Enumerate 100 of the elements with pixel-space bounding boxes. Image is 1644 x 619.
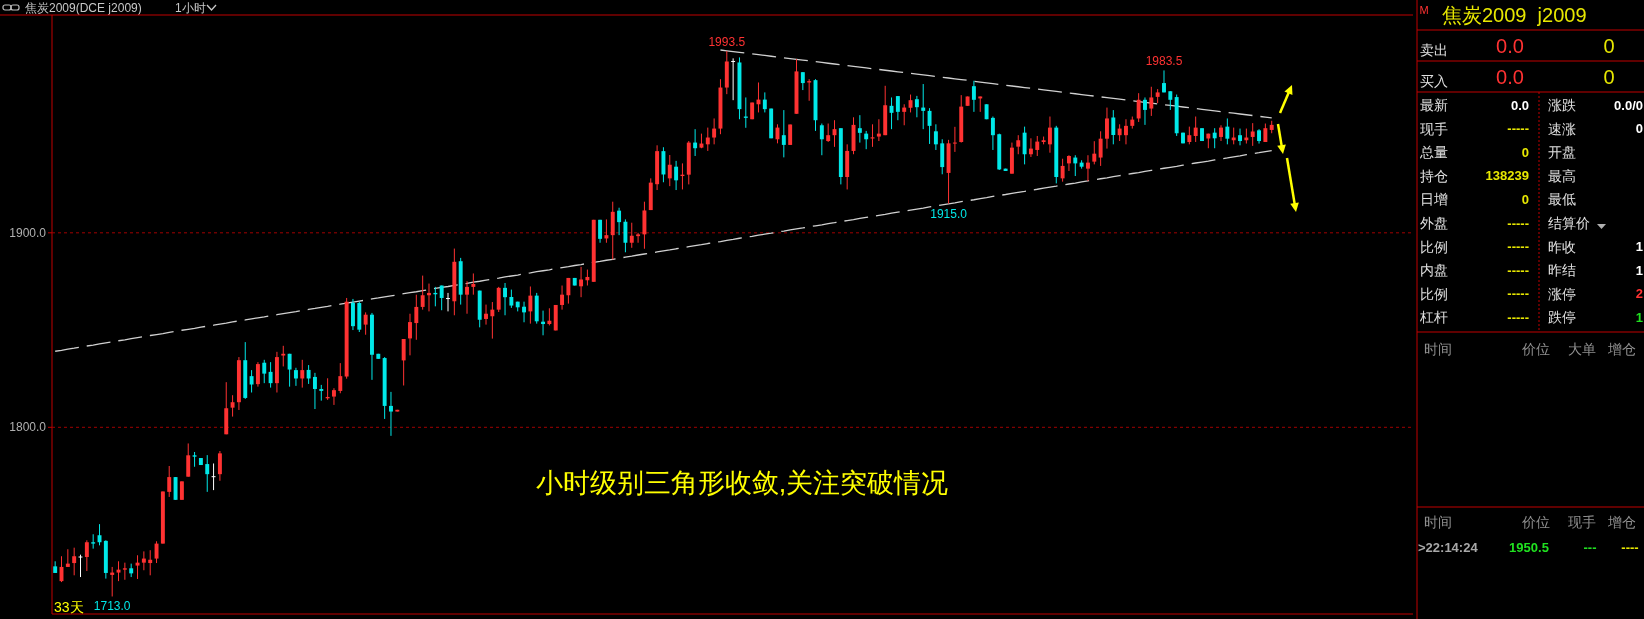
candlestick	[255, 361, 260, 388]
text: 时间	[1424, 341, 1452, 357]
candlestick	[952, 126, 957, 153]
candlestick	[1124, 118, 1128, 145]
candlestick	[490, 301, 495, 340]
candlestick	[211, 462, 217, 491]
candlestick	[1085, 154, 1090, 182]
candlestick	[306, 364, 311, 385]
candlestick	[268, 361, 273, 389]
text: 1	[1635, 262, 1643, 278]
candlestick	[933, 123, 938, 151]
text: 最低	[1548, 191, 1576, 208]
text: 结算价	[1548, 215, 1590, 231]
candlestick	[990, 116, 995, 151]
text: 0	[1521, 144, 1529, 160]
text: >22:14:24	[1418, 539, 1479, 555]
candlestick	[465, 280, 469, 315]
candlestick	[154, 540, 159, 564]
candlestick	[363, 311, 368, 336]
candlestick	[78, 554, 83, 578]
text: 速涨	[1548, 120, 1576, 137]
candlestick	[205, 454, 210, 493]
candlestick	[927, 107, 932, 145]
candlestick	[604, 218, 609, 244]
candlestick	[338, 362, 343, 394]
text: 现手	[1568, 514, 1596, 530]
candlestick	[1060, 158, 1065, 183]
text: 最高	[1548, 167, 1576, 184]
candlestick	[674, 160, 679, 191]
candlestick	[141, 550, 146, 571]
text: -----	[1507, 215, 1529, 231]
candlestick	[971, 80, 976, 113]
candlestick	[509, 289, 514, 309]
candlestick	[1111, 109, 1116, 145]
text: 内盘	[1420, 262, 1448, 279]
candlestick	[287, 353, 292, 388]
text: 涨停	[1548, 285, 1576, 302]
candlestick	[293, 367, 298, 387]
text: 买入	[1420, 73, 1448, 89]
text: 最新	[1420, 97, 1448, 113]
candlestick	[408, 313, 412, 356]
candlestick	[401, 338, 406, 386]
candlestick	[610, 201, 615, 260]
text: 2	[1635, 286, 1643, 302]
candlestick	[579, 266, 584, 298]
text: 昨收	[1548, 238, 1576, 255]
candlestick	[623, 218, 628, 253]
candlestick	[167, 465, 172, 498]
line-series	[54, 149, 1273, 352]
candlestick	[730, 57, 736, 101]
candlestick	[249, 369, 254, 393]
annotation: 1993.5	[708, 34, 746, 49]
text: 跌停	[1548, 309, 1576, 326]
candlestick	[389, 391, 393, 437]
candlestick	[84, 539, 89, 572]
text: 0.0/0	[1614, 97, 1643, 113]
text: 焦炭2009 j2009	[1442, 4, 1587, 26]
candlestick	[661, 146, 666, 183]
text: -----	[1507, 262, 1529, 278]
text: 卖出	[1420, 42, 1448, 58]
annotation: 1983.5	[1145, 54, 1183, 69]
candlestick	[262, 359, 267, 384]
candlestick	[940, 138, 945, 175]
candlestick	[1047, 116, 1052, 154]
text: 大单	[1568, 341, 1596, 357]
text: -----	[1507, 121, 1529, 137]
candlestick	[135, 554, 140, 580]
candlestick	[414, 294, 419, 341]
candlestick	[148, 549, 153, 576]
candlestick	[826, 123, 831, 143]
candlestick	[712, 117, 717, 145]
candlestick	[642, 201, 647, 250]
candlestick	[331, 387, 336, 406]
candlestick	[439, 285, 444, 311]
text: 增仓	[1607, 514, 1636, 530]
annotation: 1713.0	[93, 599, 131, 614]
candlestick	[1149, 86, 1154, 117]
candlestick	[1035, 135, 1040, 157]
candlestick	[1098, 130, 1103, 167]
text: 0.0	[1496, 35, 1524, 57]
candlestick	[876, 118, 881, 142]
text: 138239	[1485, 168, 1529, 184]
text: 总量	[1419, 144, 1448, 161]
candlestick	[566, 277, 571, 305]
candlestick	[636, 232, 641, 244]
annotation: 33天	[54, 599, 84, 615]
candlestick	[1136, 92, 1141, 123]
candlestick	[1168, 90, 1173, 111]
text: 价位	[1521, 341, 1550, 357]
candlestick	[788, 123, 793, 146]
candlestick	[312, 372, 317, 410]
candlestick	[819, 123, 824, 156]
chart-subtitle: 1小时	[175, 1, 206, 15]
text: -----	[1507, 239, 1529, 255]
candlestick	[1105, 107, 1109, 150]
candlestick	[921, 83, 926, 130]
candlestick	[1066, 154, 1071, 172]
text: 杠杆	[1419, 309, 1448, 326]
text: 0.0	[1496, 66, 1524, 88]
candlestick	[914, 95, 919, 118]
